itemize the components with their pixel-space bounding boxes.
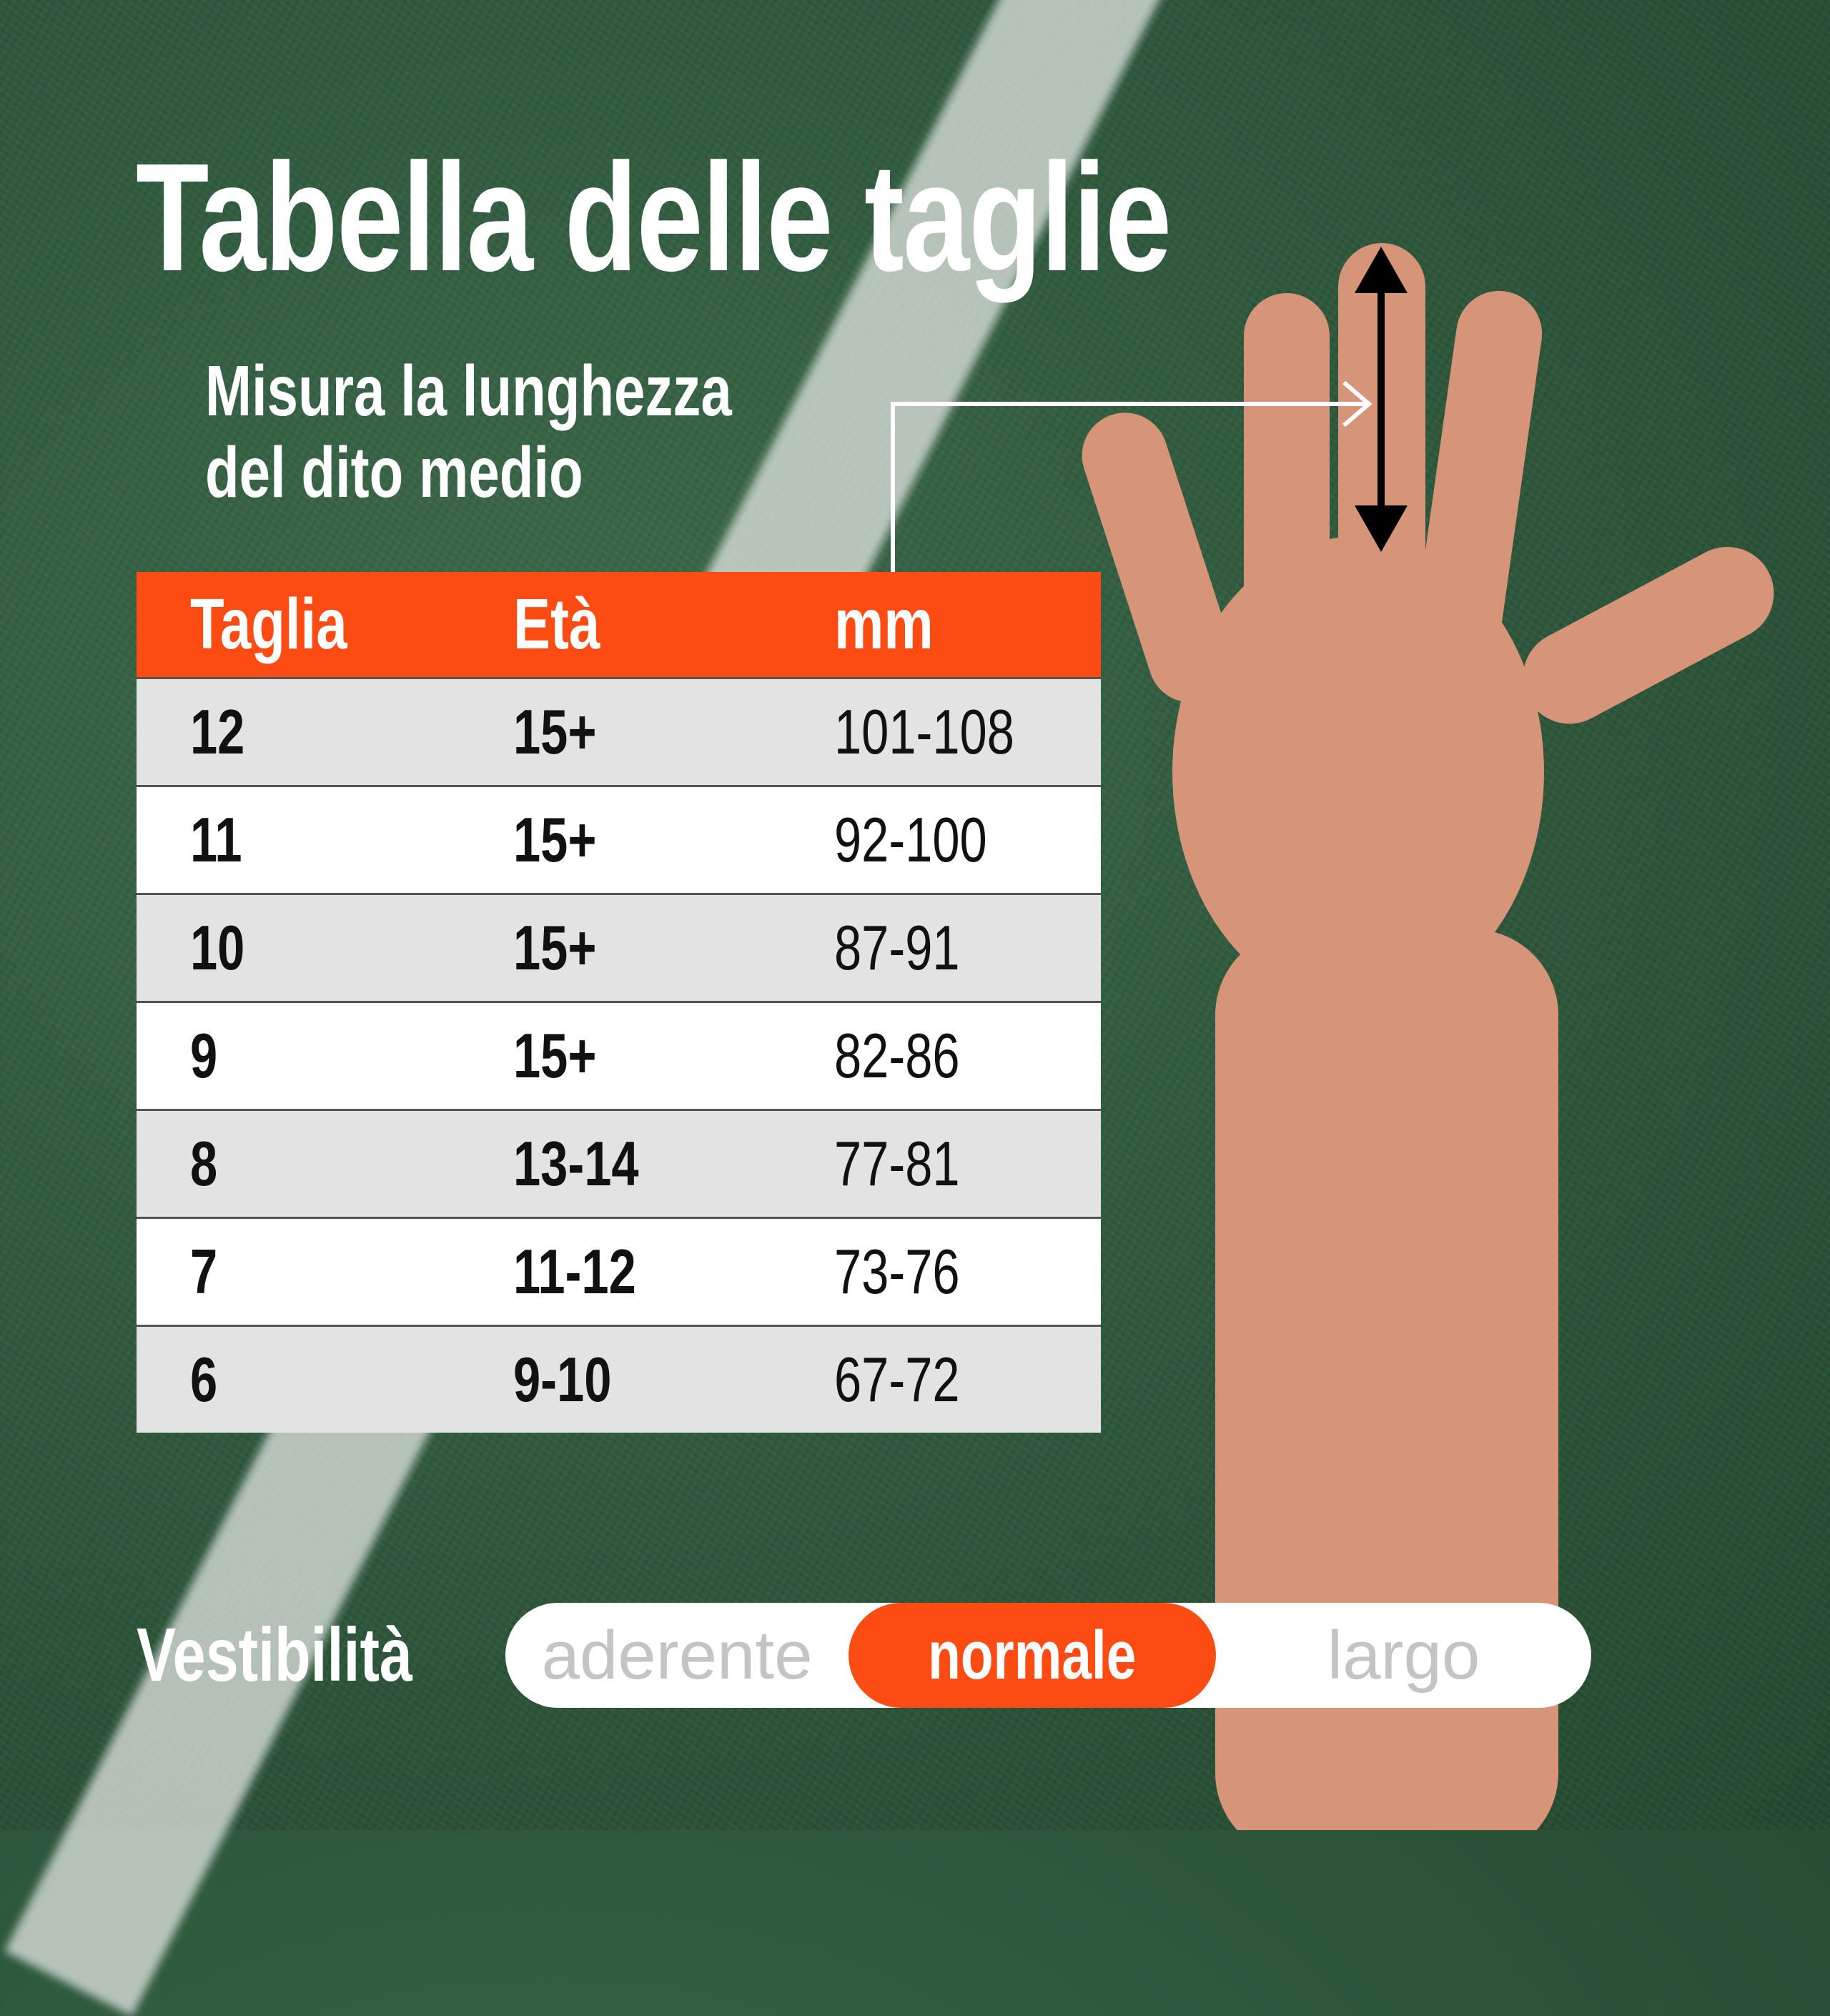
instruction: Misura la lunghezza del dito medio [205, 350, 881, 513]
table-row: 6 9-10 67-72 [137, 1325, 1101, 1433]
table-row: 10 15+ 87-91 [137, 893, 1101, 1002]
table-row: 11 15+ 92-100 [137, 785, 1101, 894]
cell-size: 9 [137, 1001, 513, 1110]
page-title: Tabella delle taglie [136, 131, 1172, 303]
fit-selector: aderente normale largo [505, 1603, 1591, 1708]
cell-mm: 82-86 [834, 1001, 1101, 1110]
table-row: 12 15+ 101-108 [137, 677, 1101, 786]
cell-age: 11-12 [513, 1217, 834, 1326]
pointer-line [891, 402, 1365, 572]
fit-option-largo[interactable]: largo [1327, 1617, 1480, 1694]
arrow-up-icon [1355, 247, 1408, 293]
cell-age: 13-14 [513, 1109, 834, 1218]
cell-mm: 101-108 [834, 677, 1101, 786]
header-age: Età [513, 572, 834, 678]
cell-age: 15+ [513, 785, 834, 894]
instruction-line: Misura la lunghezza [205, 351, 732, 431]
cell-size: 8 [137, 1109, 513, 1218]
header-mm: mm [834, 572, 1101, 678]
index-finger [1082, 412, 1235, 703]
pointer-arrowhead [1342, 380, 1372, 428]
cell-mm: 73-76 [834, 1217, 1101, 1326]
cell-size: 6 [137, 1325, 513, 1433]
instruction-line: del dito medio [205, 433, 583, 513]
fit-option-normale[interactable]: normale [849, 1603, 1216, 1708]
table-header: Taglia Età mm [137, 572, 1101, 678]
cell-mm: 77-81 [834, 1109, 1101, 1218]
table-row: 8 13-14 77-81 [137, 1109, 1101, 1218]
arrow-down-icon [1355, 505, 1408, 552]
cell-size: 10 [137, 893, 513, 1002]
table-row: 9 15+ 82-86 [137, 1001, 1101, 1110]
fit-option-aderente[interactable]: aderente [541, 1617, 813, 1694]
table-row: 7 11-12 73-76 [137, 1217, 1101, 1326]
cell-mm: 67-72 [834, 1325, 1101, 1433]
cell-age: 9-10 [513, 1325, 834, 1433]
cell-age: 15+ [513, 677, 834, 786]
cell-mm: 92-100 [834, 785, 1101, 894]
cell-size: 7 [137, 1217, 513, 1326]
header-size: Taglia [137, 572, 513, 678]
ring-finger [1244, 293, 1330, 665]
cell-age: 15+ [513, 1001, 834, 1110]
cell-mm: 87-91 [834, 893, 1101, 1002]
fit-label: Vestibilità [137, 1613, 412, 1697]
size-table: Taglia Età mm 12 15+ 101-108 11 15+ 92-100 10 1… [137, 572, 1101, 1433]
thumb [1523, 547, 1774, 724]
cell-size: 12 [137, 677, 513, 786]
cell-size: 11 [137, 785, 513, 894]
little-finger [1416, 290, 1543, 661]
cell-age: 15+ [513, 893, 834, 1002]
